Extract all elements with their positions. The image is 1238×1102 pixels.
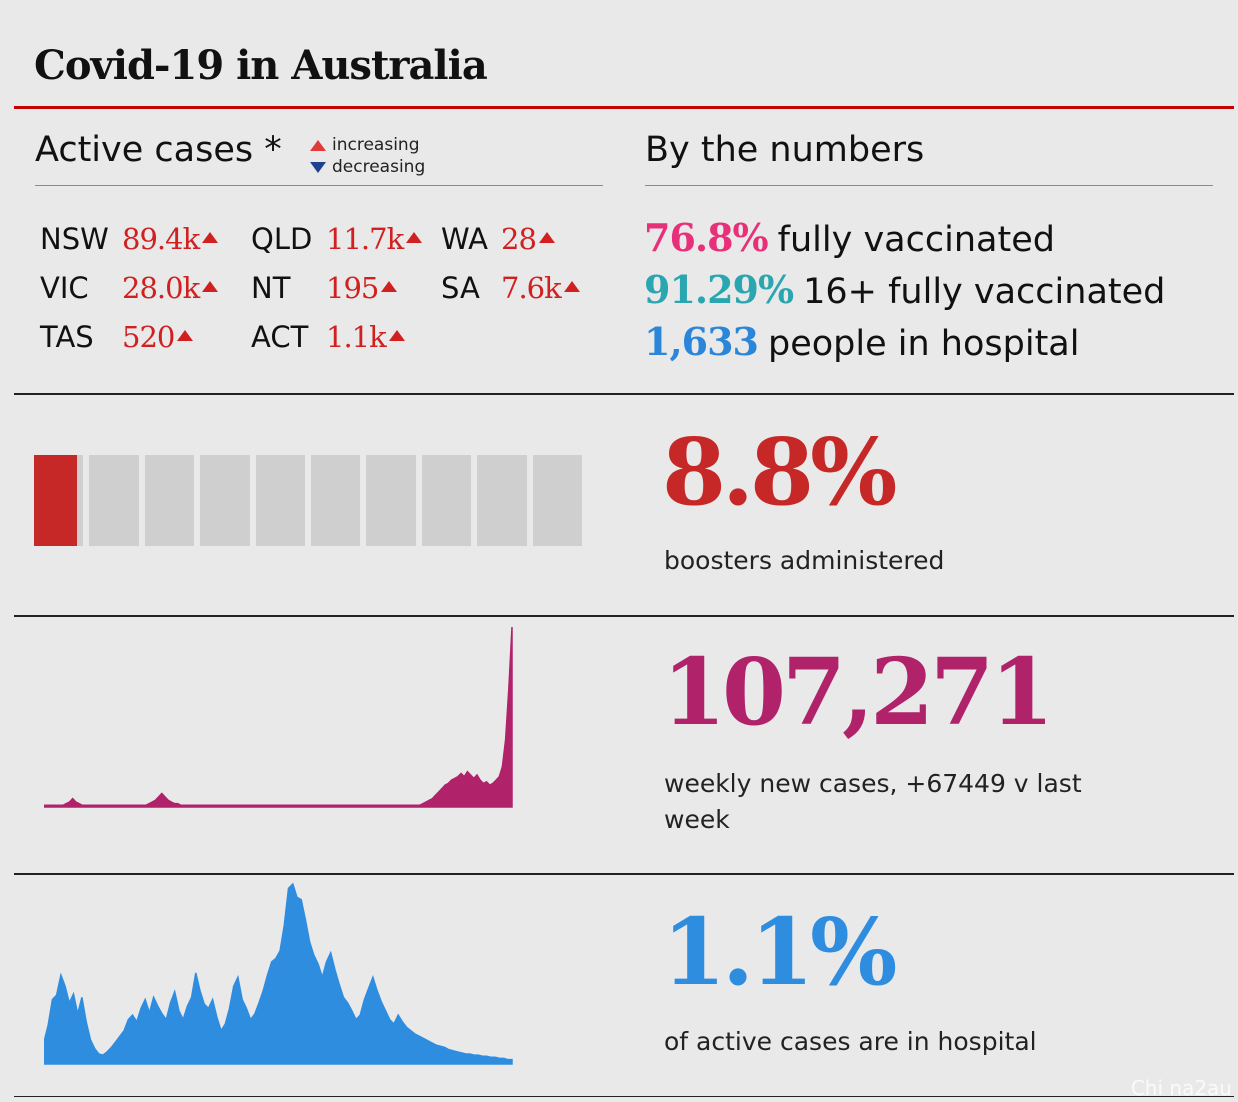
state-value-wa: 28	[501, 222, 555, 256]
waffle-segment	[89, 455, 139, 546]
waffle-segment	[200, 455, 250, 546]
state-name-vic: VIC	[40, 271, 89, 305]
waffle-segment	[477, 455, 527, 546]
numbers-text: fully vaccinated	[777, 220, 1055, 260]
state-name-wa: WA	[441, 222, 488, 256]
section-divider-1	[14, 393, 1234, 395]
page-title: Covid-19 in Australia	[34, 42, 488, 89]
waffle-segment	[311, 455, 361, 546]
hospital-chart	[44, 882, 513, 1065]
state-name-nt: NT	[251, 271, 291, 305]
by-numbers-divider	[645, 185, 1213, 186]
waffle-fill	[34, 455, 78, 546]
state-name-qld: QLD	[251, 222, 313, 256]
increasing-triangle-icon	[538, 231, 555, 243]
by-numbers-heading: By the numbers	[645, 130, 925, 170]
increasing-triangle-icon	[563, 280, 580, 292]
trend-legend: increasing decreasing	[310, 134, 425, 178]
state-name-act: ACT	[251, 320, 309, 354]
state-name-sa: SA	[441, 271, 480, 305]
state-value-qld: 11.7k	[326, 222, 423, 256]
boosters-label: boosters administered	[664, 546, 945, 575]
numbers-text: people in hospital	[768, 324, 1080, 364]
numbers-line: 76.8% fully vaccinated	[644, 215, 1055, 260]
state-value-tas: 520	[122, 320, 194, 354]
state-value-sa: 7.6k	[501, 271, 580, 305]
state-value-text: 11.7k	[326, 222, 404, 256]
section-divider-4	[14, 1096, 1234, 1097]
waffle-segment	[532, 455, 582, 546]
watermark: Chi na2au	[1130, 1076, 1232, 1100]
increasing-triangle-icon	[310, 139, 326, 151]
state-value-text: 520	[122, 320, 175, 354]
numbers-line: 1,633 people in hospital	[644, 319, 1079, 364]
numbers-figure: 1,633	[644, 319, 759, 364]
state-value-nt: 195	[326, 271, 398, 305]
waffle-segment	[144, 455, 195, 546]
state-value-vic: 28.0k	[122, 271, 219, 305]
state-name-tas: TAS	[40, 320, 94, 354]
state-value-text: 7.6k	[501, 271, 562, 305]
decreasing-triangle-icon	[310, 161, 326, 173]
hospital-label: of active cases are in hospital	[664, 1027, 1037, 1056]
increasing-triangle-icon	[202, 231, 219, 243]
increasing-triangle-icon	[177, 329, 194, 341]
state-name-nsw: NSW	[40, 222, 109, 256]
boosters-value: 8.8%	[662, 418, 897, 526]
numbers-line: 91.29% 16+ fully vaccinated	[644, 267, 1165, 312]
weekly-cases-chart	[44, 626, 513, 808]
hospital-value: 1.1%	[662, 898, 897, 1006]
section-divider-2	[14, 615, 1234, 617]
state-value-act: 1.1k	[326, 320, 405, 354]
state-value-text: 195	[326, 271, 379, 305]
weekly-cases-area	[44, 626, 513, 808]
legend-increasing: increasing	[332, 135, 420, 155]
increasing-triangle-icon	[202, 280, 219, 292]
section-divider-3	[14, 873, 1234, 875]
waffle-segment	[421, 455, 472, 546]
increasing-triangle-icon	[388, 329, 405, 341]
waffle-segment	[255, 455, 305, 546]
state-value-text: 89.4k	[122, 222, 200, 256]
state-value-nsw: 89.4k	[122, 222, 219, 256]
state-value-text: 28.0k	[122, 271, 200, 305]
hospital-area	[44, 882, 513, 1065]
weekly-cases-value: 107,271	[662, 638, 1054, 746]
state-value-text: 1.1k	[326, 320, 387, 354]
increasing-triangle-icon	[381, 280, 398, 292]
waffle-segment	[366, 455, 416, 546]
active-cases-divider	[35, 185, 603, 186]
increasing-triangle-icon	[406, 231, 423, 243]
state-value-text: 28	[501, 222, 537, 256]
numbers-figure: 76.8%	[644, 215, 769, 260]
weekly-cases-label: weekly new cases, +67449 v last week	[664, 769, 1082, 834]
numbers-text: 16+ fully vaccinated	[803, 272, 1166, 312]
legend-decreasing: decreasing	[332, 157, 426, 177]
title-divider	[14, 106, 1234, 109]
boosters-waffle-chart	[34, 455, 582, 546]
active-cases-heading: Active cases *	[35, 130, 282, 170]
numbers-figure: 91.29%	[644, 267, 794, 312]
waffle-segment	[34, 455, 84, 546]
